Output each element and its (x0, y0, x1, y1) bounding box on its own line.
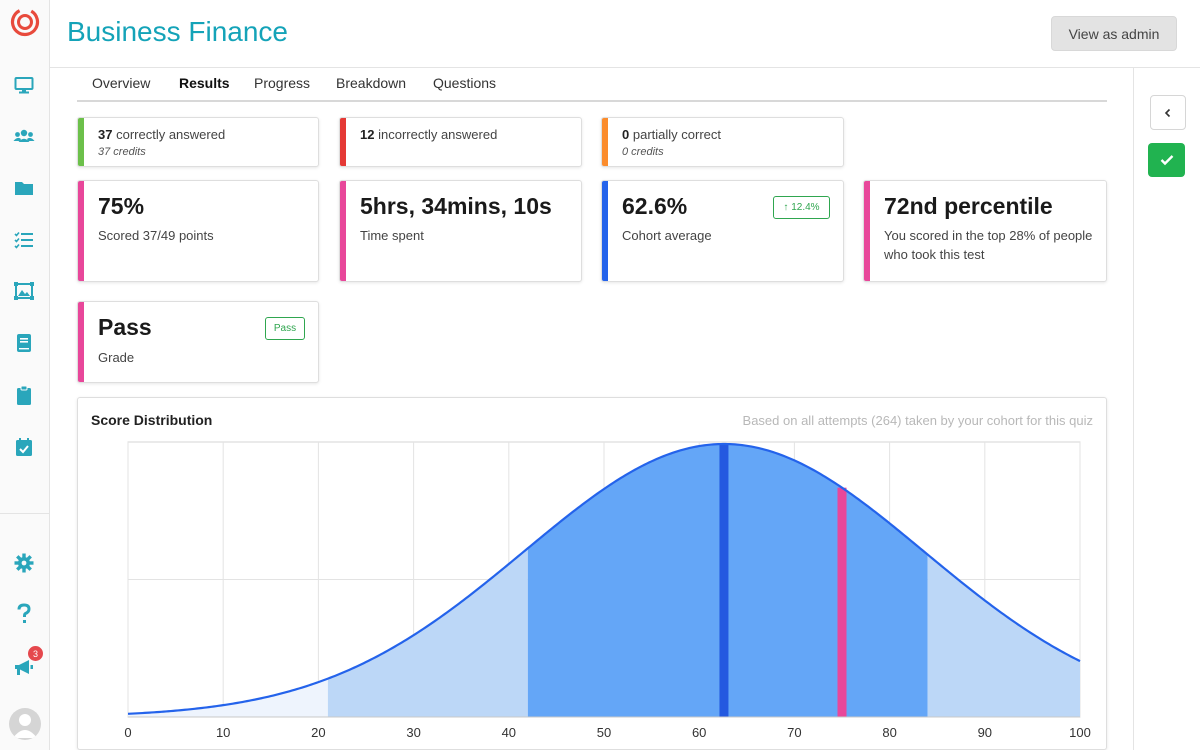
tab-progress[interactable]: Progress (254, 75, 311, 91)
correct-summary: 37 correctly answered (98, 127, 225, 142)
calendar-check-icon[interactable] (12, 435, 36, 459)
percentile-value: 72nd percentile (884, 193, 1053, 219)
right-panel (1133, 68, 1200, 750)
x-tick-label: 70 (787, 725, 801, 740)
app-logo[interactable] (10, 7, 40, 37)
percentile-card: 72nd percentile You scored in the top 28… (863, 180, 1107, 282)
card-accent (78, 118, 84, 166)
partial-summary: 0 partially correct (622, 127, 721, 142)
tab-questions[interactable]: Questions (433, 75, 497, 91)
incorrect-count: 12 (360, 127, 375, 142)
card-accent (78, 302, 84, 382)
x-tick-label: 50 (597, 725, 611, 740)
score-card: 75% Scored 37/49 points (77, 180, 319, 282)
grade-value: Pass (98, 314, 152, 340)
correct-count: 37 (98, 127, 113, 142)
your-score-marker (837, 487, 847, 717)
x-tick-label: 40 (502, 725, 516, 740)
partial-credits: 0 credits (622, 146, 664, 158)
folder-icon[interactable] (12, 176, 36, 200)
grade-label: Grade (98, 350, 135, 365)
tab-overview[interactable]: Overview (92, 75, 151, 91)
correct-answers-card: 37 correctly answered 37 credits (77, 117, 319, 167)
cohort-value: 62.6% (622, 193, 688, 219)
cohort-delta-badge: ↑ 12.4% (773, 196, 830, 219)
grade-badge: Pass (265, 317, 305, 340)
sidebar: 3 (0, 0, 50, 750)
x-tick-label: 20 (311, 725, 325, 740)
grade-card: Pass Grade Pass (77, 301, 319, 383)
partial-count: 0 (622, 127, 630, 142)
notification-badge: 3 (28, 646, 43, 661)
checklist-icon[interactable] (12, 228, 36, 252)
distribution-band (927, 554, 1080, 717)
correct-credits: 37 credits (98, 146, 146, 158)
chart-note: Based on all attempts (264) taken by you… (742, 413, 1093, 428)
card-accent (602, 118, 608, 166)
card-accent (864, 181, 870, 281)
monitor-icon[interactable] (12, 73, 36, 97)
cohort-card: 62.6% Cohort average ↑ 12.4% (601, 180, 844, 282)
cohort-label: Cohort average (622, 228, 712, 243)
x-tick-label: 60 (692, 725, 706, 740)
partial-answers-card: 0 partially correct 0 credits (601, 117, 844, 167)
x-tick-label: 10 (216, 725, 230, 740)
header: Business Finance View as admin (50, 0, 1200, 68)
x-tick-label: 0 (124, 725, 131, 740)
card-accent (602, 181, 608, 281)
chevron-left-icon (1164, 108, 1171, 117)
distribution-band (128, 678, 328, 717)
users-icon[interactable] (12, 124, 36, 148)
x-tick-label: 100 (1069, 725, 1091, 740)
cohort-average-marker (719, 444, 729, 717)
card-accent (340, 118, 346, 166)
correct-label: correctly answered (116, 127, 226, 142)
clipboard-icon[interactable] (12, 383, 36, 407)
gear-icon[interactable] (12, 551, 36, 575)
page-title: Business Finance (67, 16, 289, 47)
partial-label: partially correct (632, 127, 721, 142)
incorrect-summary: 12 incorrectly answered (360, 127, 497, 142)
percentile-label: You scored in the top 28% of people who … (884, 228, 1093, 262)
view-as-admin-button[interactable]: View as admin (1051, 16, 1177, 51)
check-icon (1160, 155, 1173, 166)
main-content: Overview Results Progress Breakdown Ques… (50, 68, 1133, 750)
time-card: 5hrs, 34mins, 10s Time spent (339, 180, 582, 282)
tab-bar: Overview Results Progress Breakdown Ques… (77, 68, 1107, 102)
score-distribution-card: 0 10 20 30 40 50 60 70 80 90 100 Score Distributio… (77, 397, 1107, 750)
megaphone-icon[interactable] (12, 655, 36, 679)
x-tick-label: 80 (882, 725, 896, 740)
help-icon[interactable] (12, 602, 36, 626)
sidebar-divider (0, 513, 50, 514)
complete-button[interactable] (1148, 143, 1185, 177)
tab-results[interactable]: Results (179, 75, 230, 91)
card-accent (78, 181, 84, 281)
chart-title: Score Distribution (91, 412, 213, 428)
score-value: 75% (98, 193, 145, 219)
incorrect-answers-card: 12 incorrectly answered (339, 117, 582, 167)
x-tick-label: 90 (978, 725, 992, 740)
book-icon[interactable] (12, 331, 36, 355)
time-value: 5hrs, 34mins, 10s (360, 193, 552, 219)
avatar[interactable] (9, 708, 41, 740)
gallery-icon[interactable] (12, 279, 36, 303)
score-label: Scored 37/49 points (98, 228, 214, 243)
score-distribution-chart: 0 10 20 30 40 50 60 70 80 90 100 (124, 441, 1091, 740)
card-accent (340, 181, 346, 281)
distribution-band (327, 548, 528, 717)
time-label: Time spent (360, 228, 424, 243)
incorrect-label: incorrectly answered (378, 127, 498, 142)
tab-breakdown[interactable]: Breakdown (336, 75, 407, 91)
collapse-panel-button[interactable] (1150, 95, 1186, 130)
distribution-curve (127, 442, 1081, 715)
x-tick-label: 30 (406, 725, 420, 740)
